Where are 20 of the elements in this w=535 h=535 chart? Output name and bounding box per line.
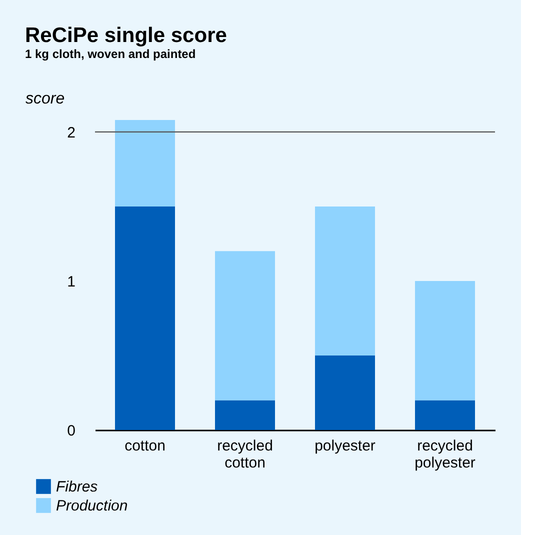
bar	[115, 120, 175, 206]
bar	[415, 280, 475, 400]
bar	[315, 355, 375, 430]
y-axis-title: score	[26, 90, 65, 108]
x-tick-label: recycled polyester	[414, 438, 476, 472]
x-tick-label: cotton	[124, 438, 166, 454]
bar	[215, 400, 275, 430]
y-tick-label: 2	[67, 124, 76, 142]
chart-subtitle: 1 kg cloth, woven and painted	[25, 47, 196, 61]
chart-title: ReCiPe single score	[25, 24, 227, 47]
bar	[115, 206, 175, 430]
bar	[315, 206, 375, 356]
bar	[415, 400, 475, 430]
bar	[215, 251, 275, 400]
legend-label: Production	[56, 498, 128, 514]
x-tick-label: polyester	[314, 438, 376, 454]
legend-label: Fibres	[56, 478, 98, 496]
y-tick-label: 1	[67, 273, 76, 290]
x-tick-label: recycled cotton	[217, 438, 273, 472]
y-tick-label: 0	[67, 422, 76, 440]
